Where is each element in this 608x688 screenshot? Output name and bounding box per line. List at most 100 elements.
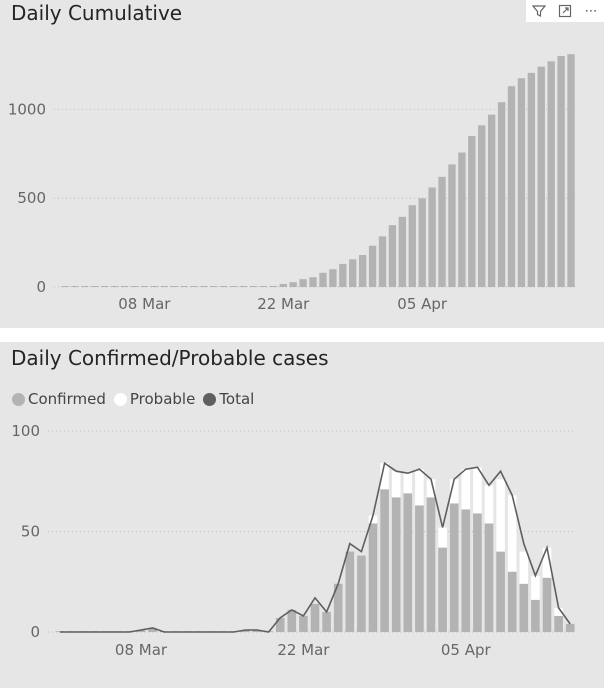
y-tick-label: 500: [17, 189, 46, 207]
bar-confirmed: [519, 583, 529, 632]
bar: [229, 286, 238, 287]
bar-confirmed: [368, 523, 378, 632]
legend-label-total: Total: [219, 390, 255, 408]
bar-probable: [449, 479, 459, 504]
bar: [339, 263, 347, 287]
bar-probable: [403, 473, 413, 494]
bar-confirmed: [426, 497, 436, 632]
bar: [61, 286, 69, 287]
bar: [448, 164, 456, 287]
bar-confirmed: [403, 493, 413, 632]
bar: [200, 286, 208, 287]
bar: [468, 135, 476, 287]
bar-confirmed: [322, 611, 331, 632]
daily-cases-chart: 0 50 100 08 Mar 22 Mar 05 Apr: [11, 422, 576, 659]
bar-confirmed: [345, 551, 355, 632]
bar-confirmed: [148, 627, 157, 632]
bar-confirmed: [333, 583, 343, 632]
bar: [329, 269, 337, 287]
bar-confirmed: [287, 609, 297, 632]
bar-probable: [415, 469, 424, 506]
bar: [259, 286, 268, 287]
visual-toolbar: ⋯: [526, 0, 604, 22]
daily-cases-chart-panel: Daily Confirmed/Probable cases Confirmed…: [0, 342, 604, 688]
bar-probable: [380, 463, 389, 490]
bar: [249, 286, 258, 287]
bar: [140, 286, 149, 287]
bar: [170, 286, 178, 287]
bar: [309, 277, 317, 287]
bar: [110, 286, 119, 287]
legend-item-confirmed[interactable]: Confirmed: [12, 390, 106, 408]
bar-probable: [438, 527, 447, 548]
bar: [388, 225, 397, 287]
bar-confirmed: [507, 571, 517, 632]
bar-confirmed: [275, 617, 285, 632]
daily-cases-chart-title: Daily Confirmed/Probable cases: [11, 346, 329, 370]
x-tick-label: 22 Mar: [257, 295, 310, 313]
x-tick-label: 05 Apr: [397, 295, 448, 313]
bar-probable: [473, 467, 482, 514]
bar-confirmed: [473, 513, 482, 632]
y-tick-label: 0: [30, 623, 40, 641]
bar-confirmed: [542, 577, 552, 632]
bar-confirmed: [438, 547, 447, 632]
bar: [190, 286, 198, 287]
bar: [71, 286, 79, 287]
bar: [428, 187, 436, 287]
x-tick-label: 08 Mar: [118, 295, 171, 313]
bar-probable: [391, 471, 401, 498]
cumulative-chart: 0 500 1000 08 Mar 22 Mar 05 Apr: [8, 54, 576, 313]
bar-confirmed: [554, 615, 563, 632]
legend-item-probable[interactable]: Probable: [113, 390, 196, 408]
x-tick-label: 22 Mar: [277, 641, 330, 659]
bar: [349, 259, 357, 287]
bar: [418, 198, 426, 287]
bar: [517, 78, 526, 287]
legend-swatch-total: [203, 392, 217, 406]
bar-probable: [542, 547, 552, 578]
bar-confirmed: [496, 551, 505, 632]
bar: [319, 272, 327, 287]
legend-item-total[interactable]: Total: [203, 390, 254, 408]
more-options-icon[interactable]: ⋯: [584, 3, 598, 19]
bar-confirmed: [252, 629, 262, 632]
bar: [458, 152, 466, 287]
bar: [180, 286, 188, 287]
bar: [239, 286, 248, 287]
bar-probable: [507, 495, 517, 572]
bar-probable: [531, 575, 540, 600]
x-tick-label: 05 Apr: [441, 641, 492, 659]
bar: [210, 286, 218, 287]
bar: [91, 286, 99, 287]
bar: [160, 286, 168, 287]
bar: [478, 125, 486, 287]
bar-probable: [554, 607, 563, 616]
legend-swatch-probable: [113, 392, 127, 406]
bar-confirmed: [484, 523, 494, 632]
filter-icon[interactable]: [526, 0, 552, 22]
legend-label-confirmed: Confirmed: [28, 390, 106, 408]
cumulative-chart-title: Daily Cumulative: [11, 1, 183, 25]
bar-confirmed: [531, 599, 540, 632]
bar: [537, 66, 545, 288]
bar: [358, 255, 367, 287]
bar-probable: [368, 515, 378, 524]
bar-probable: [496, 479, 505, 552]
chart-legend: Confirmed Probable Total: [12, 390, 262, 408]
focus-mode-icon[interactable]: [552, 0, 578, 22]
bar: [547, 61, 555, 288]
bar-probable: [426, 479, 436, 498]
legend-label-probable: Probable: [129, 390, 196, 408]
bar: [279, 283, 287, 287]
bar: [557, 56, 565, 287]
bar-confirmed: [55, 631, 65, 632]
bar-confirmed: [136, 629, 146, 632]
bar: [438, 176, 446, 287]
bar-confirmed: [565, 623, 575, 632]
bar: [567, 54, 575, 287]
y-tick-label: 100: [11, 422, 40, 440]
bar-probable: [519, 551, 529, 584]
bar: [487, 114, 496, 287]
bar: [269, 285, 278, 287]
